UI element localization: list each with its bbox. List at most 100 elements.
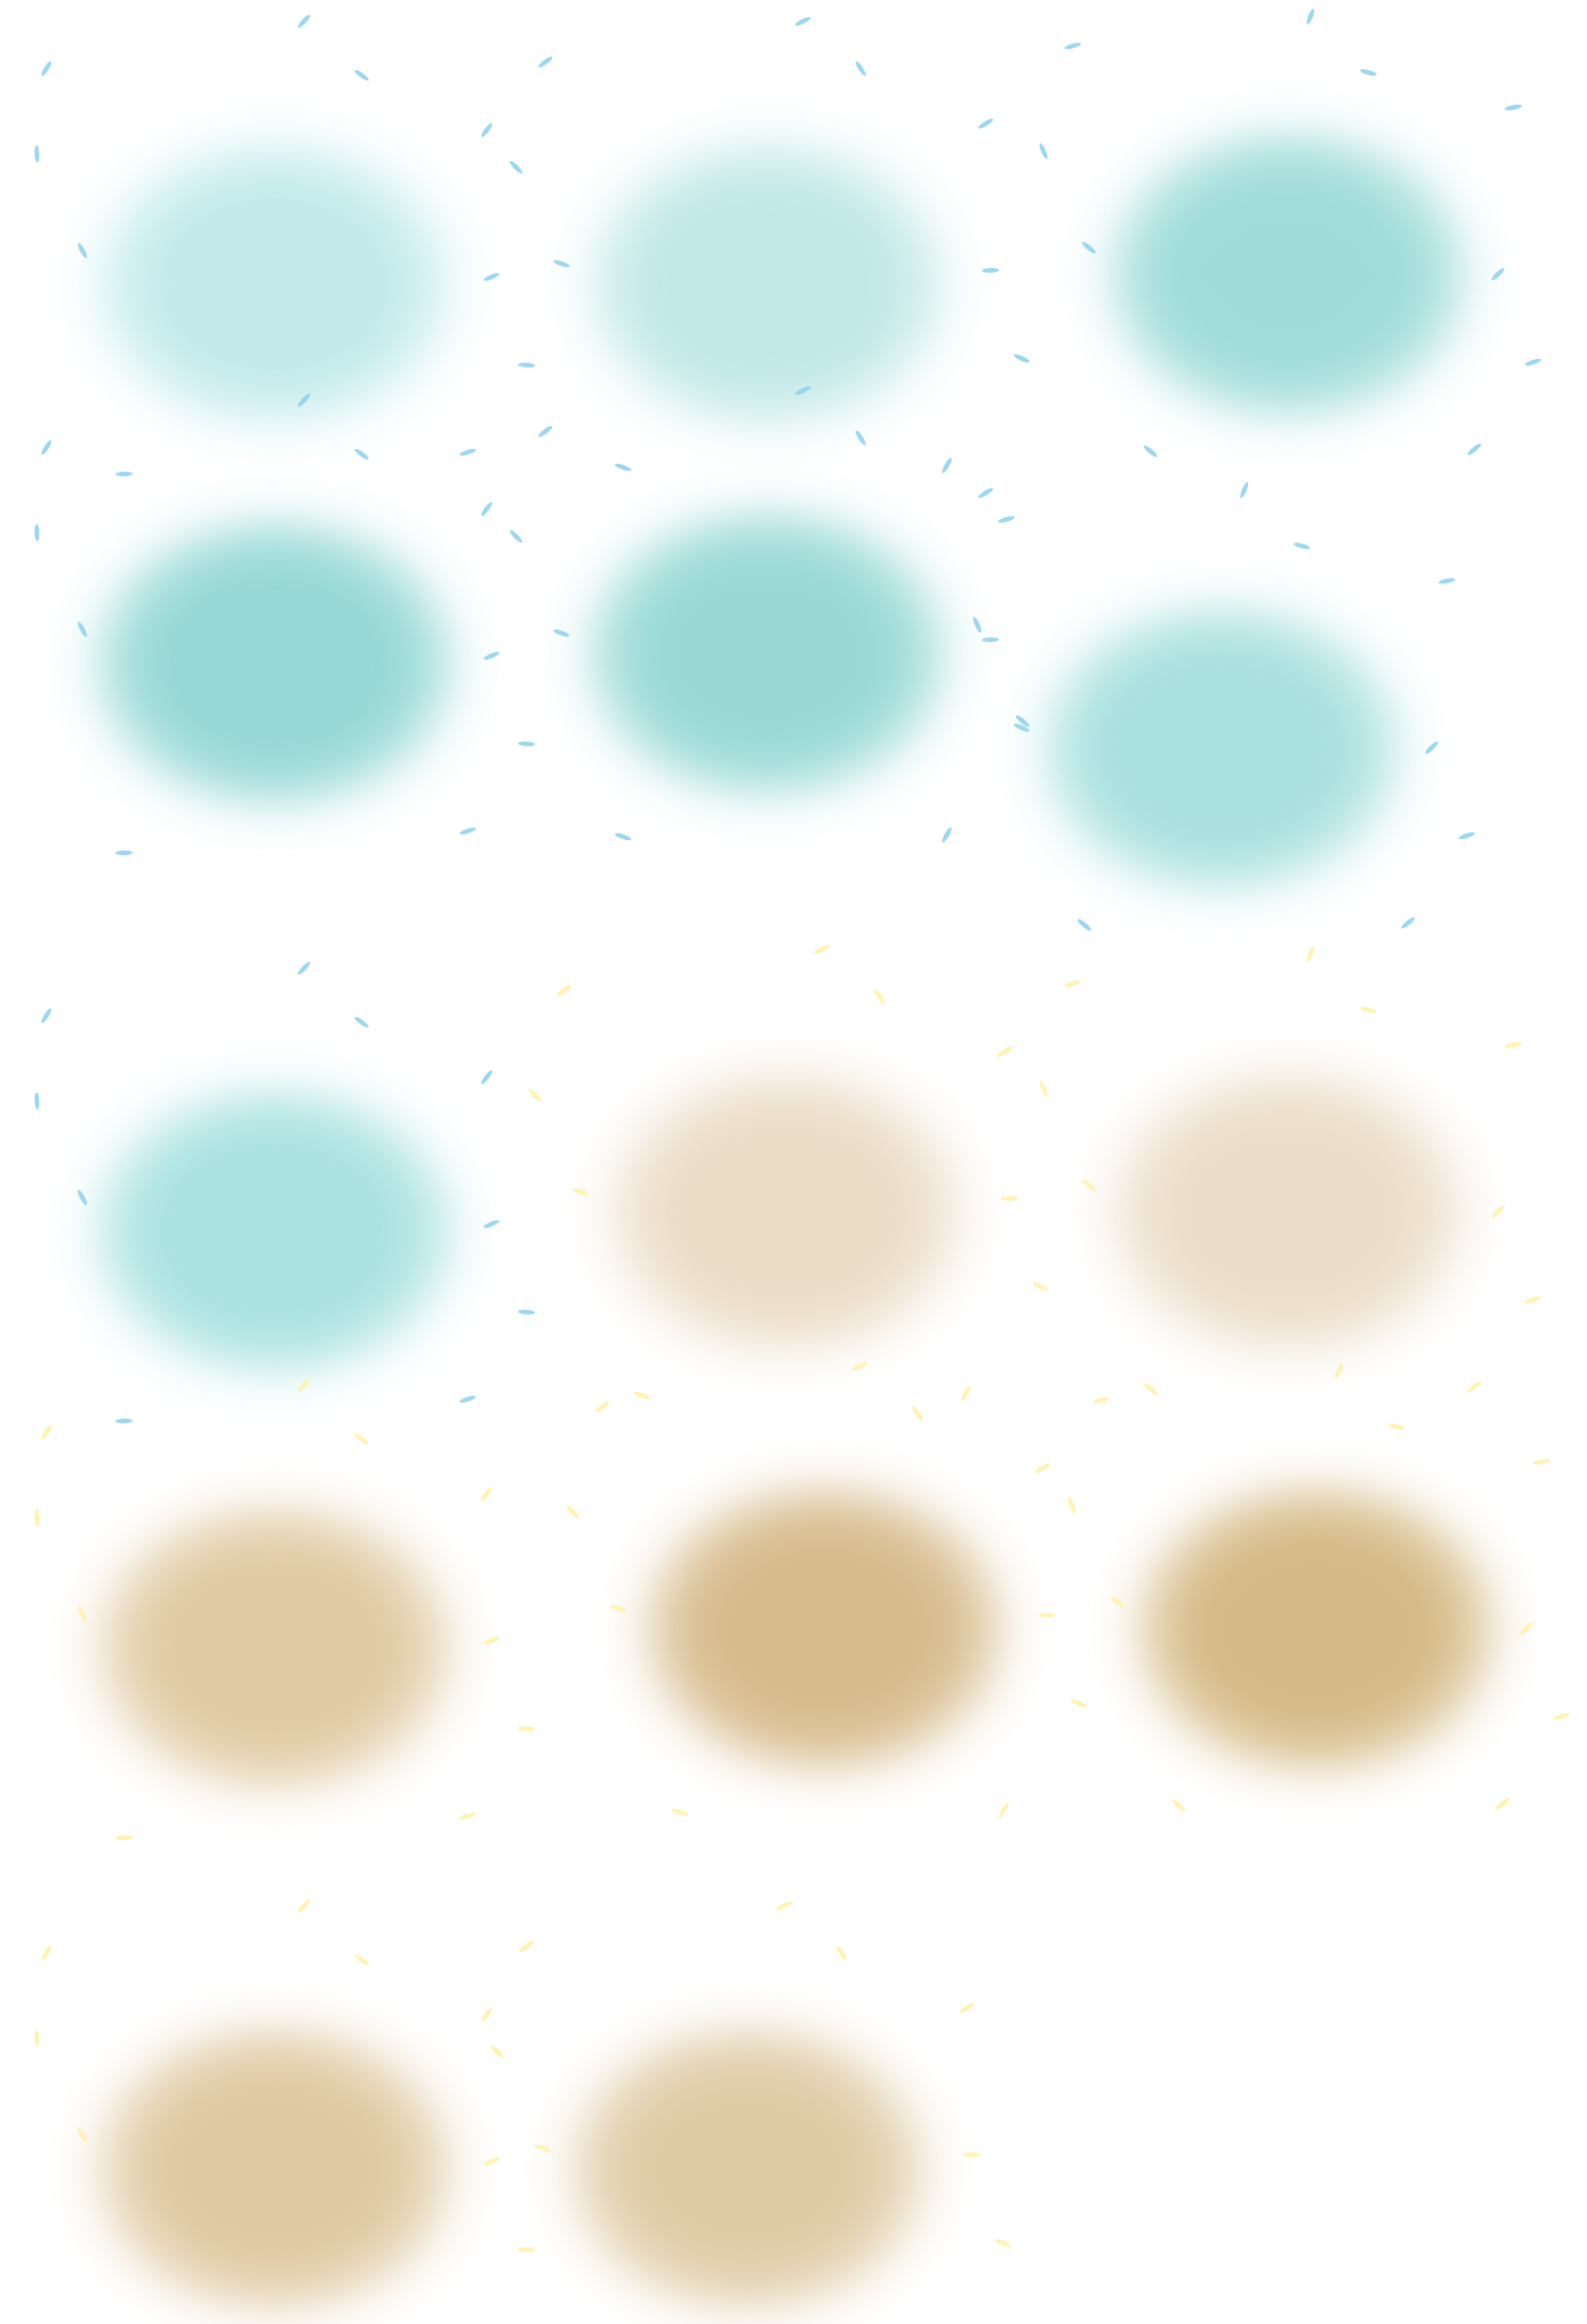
speckle-mark [873,988,886,1006]
speckle-mark [1400,916,1417,930]
speckle-mark [1437,577,1456,585]
speckle-mark [1304,8,1317,26]
speckle-mark [1466,442,1483,456]
speckle-mark [1532,1457,1551,1466]
speckle-mark [353,1952,370,1968]
speckle-mark [609,1602,628,1615]
speckle-mark [1332,1362,1346,1380]
speckle-mark [458,1811,477,1821]
color-swatch-2 [502,15,1032,549]
swatch-blob-core [682,1515,966,1743]
speckle-mark [1524,1295,1542,1305]
speckle-mark [39,438,54,456]
speckle-mark [1238,481,1251,499]
swatch-blob-core [625,170,909,398]
speckle-mark [1359,67,1378,78]
speckle-mark [1076,917,1093,933]
speckle-mark [39,60,54,78]
speckle-mark [39,1944,54,1962]
speckle-mark [1080,240,1097,256]
speckle-mark [479,121,494,139]
speckle-mark [508,528,524,545]
speckle-mark [1033,1461,1052,1475]
speckle-mark [552,627,571,639]
speckle-mark [295,13,312,29]
speckle-mark [670,1806,689,1818]
speckle-mark [794,15,812,27]
speckle-mark [1494,1797,1511,1811]
speckle-mark [479,1485,494,1503]
speckle-mark [1304,945,1317,963]
speckle-mark [34,1509,40,1527]
speckle-mark [1092,1396,1111,1404]
color-swatch-4 [9,392,540,928]
color-swatch-7 [9,960,540,1496]
speckle-mark [76,241,89,259]
speckle-mark [854,429,867,447]
speckle-mark [39,1007,54,1025]
speckle-mark [911,1404,924,1422]
speckle-mark [518,1940,535,1954]
speckle-mark [1457,831,1476,841]
swatch-blob-core [1146,1099,1430,1326]
speckle-mark [490,2044,505,2060]
speckle-mark [508,159,524,175]
speckle-mark [1489,1204,1507,1220]
swatch-blob-core [606,2055,890,2282]
color-swatch-3 [1023,8,1553,540]
speckle-mark [353,67,370,83]
speckle-mark [997,1801,1010,1819]
color-swatch-6 [956,481,1487,1013]
speckle-mark [34,1092,40,1110]
speckle-mark [1170,1797,1187,1814]
speckle-mark [1387,1421,1406,1432]
speckle-mark [1504,1041,1523,1049]
swatch-blob-core [133,170,417,398]
speckle-mark [479,1068,494,1086]
speckle-mark [565,1504,580,1520]
speckle-mark [556,983,573,997]
speckle-mark [1109,1594,1126,1610]
speckle-mark [353,446,370,462]
color-swatch-5 [502,384,1032,919]
speckle-mark [482,272,501,282]
speckle-mark [76,1605,89,1623]
speckle-mark [1504,103,1523,112]
speckle-mark [479,500,494,518]
speckle-mark [1552,1711,1571,1722]
speckle-mark [812,943,831,956]
speckle-mark [76,1189,89,1207]
speckle-mark [571,1186,590,1198]
color-swatch-14 [483,1900,1013,2324]
speckle-mark [552,258,571,270]
speckle-mark [1063,979,1082,988]
speckle-mark [594,1400,611,1414]
speckle-mark [854,60,867,78]
speckle-mark [527,1087,543,1103]
color-swatch-9 [1023,945,1553,1477]
swatch-blob-core [133,1117,417,1345]
color-swatch-10 [9,1377,540,1913]
speckle-mark [614,831,633,843]
swatch-blob-core [133,1534,417,1761]
color-swatch-12 [1051,1362,1581,1894]
speckle-mark [295,960,312,976]
speckle-mark [997,515,1016,524]
speckle-mark [34,524,40,542]
color-swatch-11 [559,1360,1089,1894]
swatch-blob-core [644,1099,928,1326]
speckle-mark [962,2152,981,2158]
speckle-mark [1518,1620,1535,1636]
speckle-mark [76,620,89,638]
speckle-mark [835,1944,848,1962]
speckle-mark [995,1045,1014,1059]
speckle-mark [940,826,954,844]
speckle-mark [482,1636,501,1646]
speckle-mark [1359,1005,1378,1015]
speckle-mark [957,2001,976,2015]
swatch-blob-core [133,549,417,777]
speckle-mark [353,1431,370,1447]
speckle-mark [115,1834,134,1841]
swatch-blob-core [625,540,909,767]
